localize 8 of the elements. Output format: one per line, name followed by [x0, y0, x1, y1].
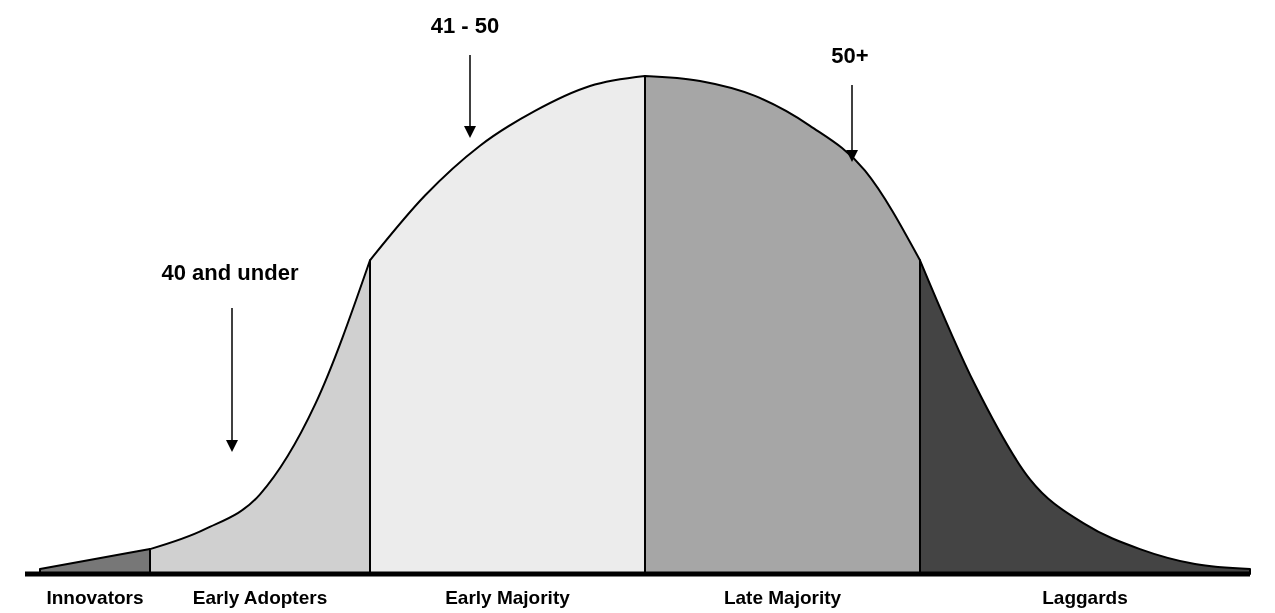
- series-label: Early Adopters: [192, 587, 328, 608]
- series-label: Late Majority: [723, 587, 842, 608]
- annotation: 40 and under: [161, 260, 299, 285]
- series-label: Innovators: [46, 587, 144, 608]
- text: 41 - 50: [430, 13, 500, 38]
- text: 50+: [831, 43, 869, 68]
- series-label: Early Majority: [445, 587, 571, 608]
- series-label: Laggards: [1042, 587, 1128, 608]
